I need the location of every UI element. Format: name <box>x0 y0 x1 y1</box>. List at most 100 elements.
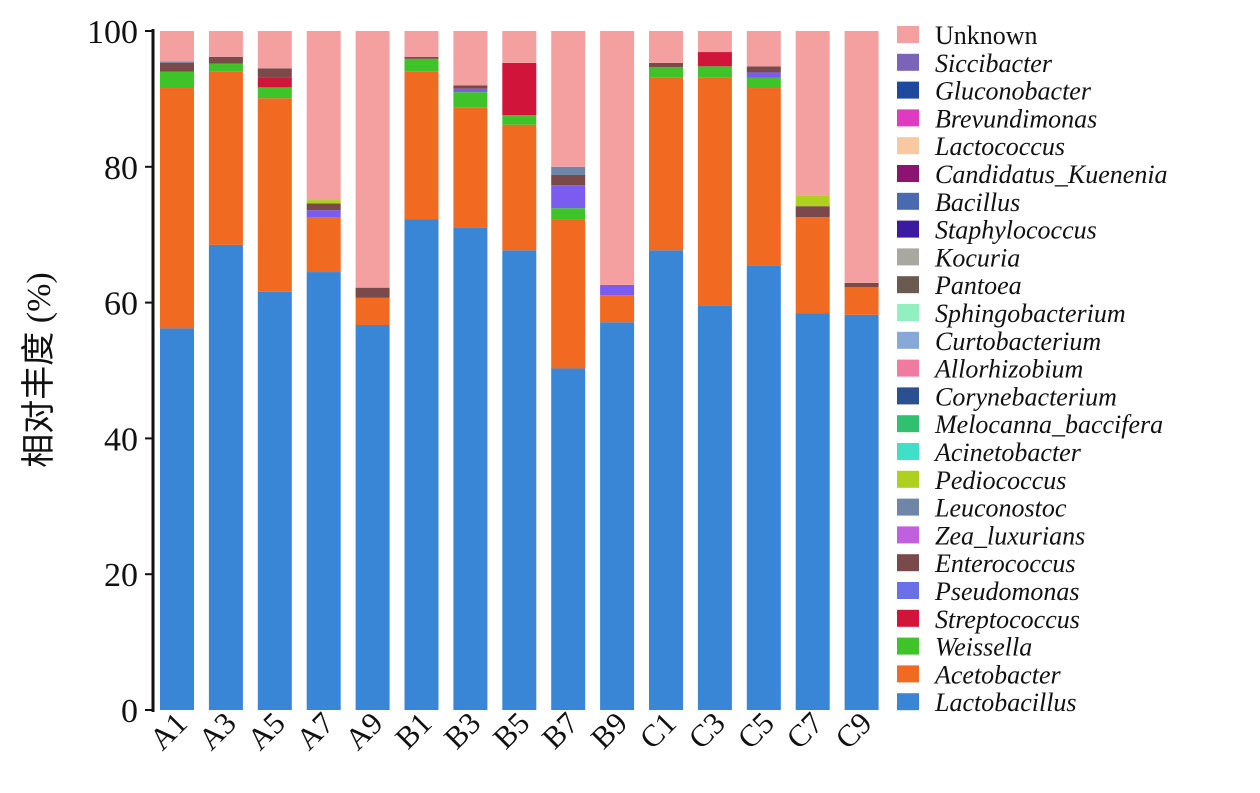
legend-label: Leuconostoc <box>934 494 1067 523</box>
legend-swatch <box>897 276 919 294</box>
legend-item-brevundimonas: Brevundimonas <box>897 104 1097 133</box>
legend-swatch <box>897 220 919 238</box>
bar-segment-C9-enterococcus <box>844 282 879 287</box>
legend-label: Zea_luxurians <box>935 521 1085 550</box>
legend-swatch <box>897 554 919 572</box>
bar-segment-B1-weissella <box>404 58 439 72</box>
x-tick-label: A7 <box>289 705 341 757</box>
y-tick-label: 80 <box>104 150 138 187</box>
y-ticks: 0 20 40 60 80 100 <box>87 14 153 730</box>
y-tick-label: 20 <box>104 557 138 594</box>
legend-item-kocuria: Kocuria <box>897 243 1020 272</box>
bar-segment-B3-enterococcus <box>453 85 488 89</box>
legend-swatch <box>897 415 919 433</box>
y-tick-label: 0 <box>121 693 138 730</box>
bar-segment-C3-acetobacter <box>697 77 732 306</box>
legend-item-melocanna_baccifera: Melocanna_baccifera <box>897 410 1163 439</box>
bar-segment-A1-lactobacillus <box>160 328 194 710</box>
legend-label: Siccibacter <box>935 49 1053 78</box>
bar-segment-A9-unknown <box>355 31 390 288</box>
x-tick-label: C7 <box>779 705 829 755</box>
legend-item-curtobacterium: Curtobacterium <box>897 327 1101 356</box>
legend-label: Brevundimonas <box>935 104 1097 133</box>
x-tick-label: C5 <box>730 705 780 755</box>
bar-segment-A5-lactobacillus <box>257 291 292 710</box>
legend-label: Kocuria <box>934 243 1020 272</box>
bar-segment-B1-enterococcus <box>404 56 439 59</box>
legend: UnknownSiccibacterGluconobacterBrevundim… <box>897 21 1168 717</box>
legend-swatch <box>897 53 919 71</box>
bar-segment-A3-acetobacter <box>208 71 243 245</box>
bar-segment-A5-enterococcus <box>257 68 292 78</box>
legend-item-allorhizobium: Allorhizobium <box>897 355 1083 384</box>
bar-segment-C7-acetobacter <box>795 217 830 314</box>
bar-segment-C5-pseudomonas <box>746 72 781 78</box>
legend-swatch <box>897 109 919 127</box>
legend-item-candidatus_kuenenia: Candidatus_Kuenenia <box>897 160 1168 189</box>
legend-item-pediococcus: Pediococcus <box>897 466 1066 495</box>
legend-swatch <box>897 331 919 349</box>
legend-swatch <box>897 387 919 405</box>
bar-segment-B1-lactobacillus <box>404 219 439 710</box>
y-tick-label: 100 <box>87 14 138 51</box>
x-tick-label: B7 <box>535 705 585 755</box>
legend-item-weissella: Weissella <box>897 633 1032 662</box>
legend-item-unknown: Unknown <box>897 21 1038 50</box>
bar-segment-C3-unknown <box>697 31 732 53</box>
bar-segment-B5-lactobacillus <box>502 250 537 710</box>
legend-label: Pseudomonas <box>934 577 1079 606</box>
bar-segment-A7-acetobacter <box>306 217 341 273</box>
legend-swatch <box>897 526 919 544</box>
x-tick-label: A9 <box>338 705 390 757</box>
legend-item-enterococcus: Enterococcus <box>897 549 1076 578</box>
bar-segment-C7-enterococcus <box>795 206 830 218</box>
bar-segment-B5-acetobacter <box>502 124 537 251</box>
legend-swatch <box>897 165 919 182</box>
bar-segment-A3-unknown <box>208 31 243 57</box>
legend-swatch <box>897 693 919 711</box>
bar-segment-B3-lactobacillus <box>453 227 488 710</box>
bar-segment-B5-unknown <box>502 31 537 63</box>
x-tick-label: C1 <box>633 705 683 755</box>
bar-segment-C1-lactobacillus <box>649 250 683 710</box>
bar-segment-C5-acetobacter <box>746 88 781 266</box>
bar-segment-C3-lactobacillus <box>697 305 732 710</box>
bar-segment-C9-acetobacter <box>844 286 879 315</box>
bar-segment-C3-weissella <box>697 66 732 78</box>
legend-item-lactobacillus: Lactobacillus <box>897 688 1077 717</box>
bar-segment-A7-pediococcus <box>306 200 341 204</box>
bar-segment-A7-enterococcus <box>306 203 341 211</box>
bar-segment-A1-weissella <box>160 71 194 89</box>
legend-label: Corynebacterium <box>935 382 1117 411</box>
legend-item-streptococcus: Streptococcus <box>897 605 1080 634</box>
x-tick-label: B3 <box>437 705 487 755</box>
legend-label: Candidatus_Kuenenia <box>935 160 1168 189</box>
legend-label: Lactobacillus <box>934 688 1077 717</box>
legend-swatch <box>897 192 919 210</box>
bar-segment-B5-weissella <box>502 115 537 125</box>
bar-segment-B7-enterococcus <box>551 174 586 186</box>
bar-segment-B1-acetobacter <box>404 71 439 220</box>
legend-swatch <box>897 26 919 43</box>
legend-swatch <box>897 665 919 683</box>
bar-segment-B9-acetobacter <box>600 295 635 323</box>
y-axis-label: 相对丰度 (%) <box>20 272 58 467</box>
bar-segment-B3-weissella <box>453 92 488 108</box>
legend-swatch <box>897 609 919 627</box>
bar-segment-A7-pseudomonas <box>306 210 341 218</box>
bar-segment-B7-acetobacter <box>551 219 586 369</box>
legend-item-zea_luxurians: Zea_luxurians <box>897 521 1085 550</box>
legend-swatch <box>897 304 919 321</box>
legend-item-siccibacter: Siccibacter <box>897 49 1053 78</box>
legend-item-corynebacterium: Corynebacterium <box>897 382 1117 411</box>
legend-label: Acinetobacter <box>933 438 1082 467</box>
legend-item-acinetobacter: Acinetobacter <box>897 438 1082 467</box>
x-tick-label: C3 <box>682 705 732 755</box>
bar-segment-C1-weissella <box>649 66 683 78</box>
legend-swatch <box>897 637 919 655</box>
bar-segment-C1-acetobacter <box>649 77 683 251</box>
legend-swatch <box>897 443 919 460</box>
x-tick-label: B9 <box>584 705 634 755</box>
bar-segment-A3-weissella <box>208 63 243 72</box>
